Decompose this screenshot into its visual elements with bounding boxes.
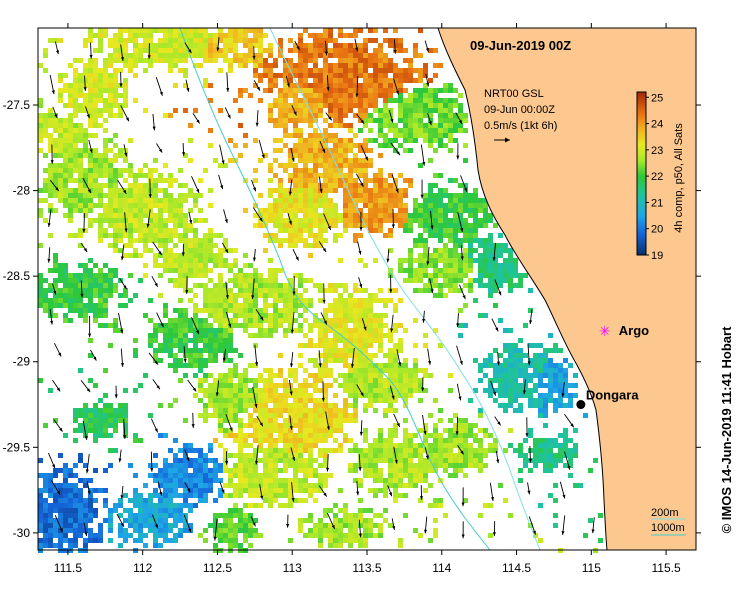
y-tick-label: -27.5 (3, 98, 31, 112)
y-tick-label: -30 (13, 526, 31, 540)
plot-area (37, 27, 697, 553)
town-dot-icon (576, 400, 586, 410)
colorbar: 19 20 21 22 23 24 25 4h comp, p50, All Sats (636, 91, 685, 262)
y-axis: -27.5 -28 -28.5 -29 -29.5 -30 (3, 98, 701, 540)
colorbar-tick-label: 23 (651, 145, 663, 157)
copyright-text: © IMOS 14-Jun-2019 11:41 Hobart (719, 326, 734, 533)
x-tick-label: 114 (432, 561, 451, 575)
colorbar-tick-label: 25 (651, 92, 663, 104)
colorbar-label: 4h comp, p50, All Sats (673, 123, 685, 233)
reference-arrow (494, 137, 510, 143)
product-line-1: NRT00 GSL (484, 88, 544, 100)
map-title: 09-Jun-2019 00Z (470, 38, 571, 53)
x-tick-label: 112 (133, 561, 152, 575)
x-tick-label: 115 (582, 561, 601, 575)
colorbar-tick-label: 21 (651, 197, 663, 209)
bathymetry-legend: 200m 1000m (651, 507, 686, 536)
place-label: Dongara (586, 388, 640, 403)
x-axis: 111.5 112 112.5 113 113.5 114 114.5 115 115.5 (54, 23, 681, 575)
colorbar-tick-label: 19 (651, 250, 663, 262)
x-tick-label: 114.5 (502, 561, 531, 575)
current-arrows (47, 37, 595, 541)
legend-1000m: 1000m (651, 522, 685, 534)
land-mass (437, 27, 697, 551)
y-tick-label: -28 (13, 184, 31, 198)
sst-pixels (38, 28, 603, 553)
x-tick-label: 113.5 (352, 561, 381, 575)
place-dongara: Dongara (576, 388, 639, 410)
argo-marker-icon: ✳ (599, 324, 611, 340)
x-tick-label: 111.5 (54, 561, 83, 575)
place-label: Argo (619, 323, 649, 338)
x-tick-label: 112.5 (203, 561, 232, 575)
y-tick-label: -28.5 (3, 269, 31, 283)
y-tick-label: -29 (13, 355, 31, 369)
isobath-200m (269, 27, 541, 551)
y-tick-label: -29.5 (3, 440, 31, 454)
x-tick-label: 113 (283, 561, 302, 575)
colorbar-tick-label: 24 (651, 119, 663, 131)
product-line-3: 0.5m/s (1kt 6h) (484, 120, 557, 132)
places: ✳ Argo Dongara (576, 323, 649, 410)
colorbar-tick-label: 20 (651, 224, 663, 236)
legend-200m: 200m (651, 507, 679, 519)
isobath-1000m (179, 27, 491, 551)
x-tick-label: 115.5 (652, 561, 681, 575)
product-line-2: 09-Jun 00:00Z (484, 104, 555, 116)
place-argo: ✳ Argo (599, 323, 649, 340)
colorbar-tick-label: 22 (651, 171, 663, 183)
